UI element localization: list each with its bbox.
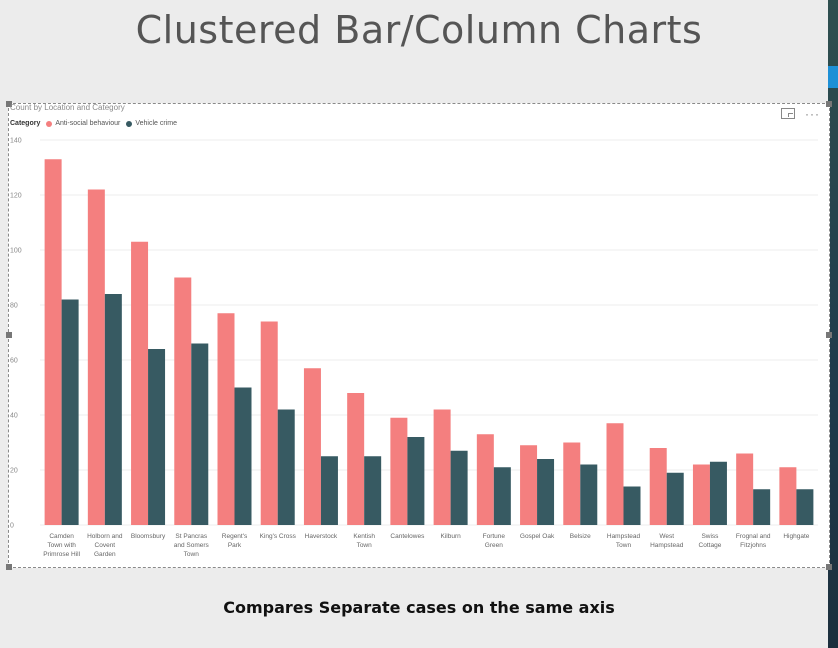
bar-vehicle-crime[interactable] (104, 294, 122, 525)
legend-label: Vehicle crime (135, 120, 177, 127)
bar-anti-social-behaviour[interactable] (347, 393, 365, 525)
bar-vehicle-crime[interactable] (709, 461, 727, 525)
x-tick-label: West Hampstead (650, 533, 684, 549)
x-tick-label: Haverstock (305, 533, 338, 540)
x-tick-label: Highgate (783, 533, 809, 540)
legend-swatch (126, 120, 133, 127)
bar-vehicle-crime[interactable] (407, 437, 425, 525)
bar-vehicle-crime[interactable] (666, 472, 684, 525)
bar-anti-social-behaviour[interactable] (217, 313, 235, 525)
x-tick-label: Fortune Green (483, 533, 506, 549)
bar-anti-social-behaviour[interactable] (303, 368, 321, 525)
bar-anti-social-behaviour[interactable] (87, 189, 105, 526)
bar-vehicle-crime[interactable] (148, 349, 166, 525)
bar-vehicle-crime[interactable] (623, 486, 641, 526)
bar-anti-social-behaviour[interactable] (520, 445, 538, 525)
bar-anti-social-behaviour[interactable] (174, 277, 192, 526)
bar-vehicle-crime[interactable] (796, 489, 814, 525)
y-tick-label: 0 (10, 523, 14, 530)
x-tick-label: Gospel Oak (520, 533, 555, 540)
x-tick-label: Camden Town with Primrose Hill (43, 533, 80, 558)
x-tick-label: Bloomsbury (131, 533, 166, 540)
legend-label: Anti-social behaviour (55, 120, 121, 127)
bar-anti-social-behaviour[interactable] (606, 423, 624, 525)
focus-mode-icon[interactable] (781, 108, 795, 119)
bar-anti-social-behaviour[interactable] (131, 241, 149, 525)
bar-anti-social-behaviour[interactable] (476, 434, 494, 525)
resize-handle[interactable] (826, 564, 832, 570)
x-tick-label: Kilburn (440, 533, 461, 540)
bar-anti-social-behaviour[interactable] (736, 453, 754, 526)
x-tick-label: Hampstead Town (607, 533, 641, 549)
bar-vehicle-crime[interactable] (320, 456, 338, 525)
y-tick-label: 140 (10, 138, 22, 145)
x-tick-label: King's Cross (260, 533, 297, 540)
resize-handle[interactable] (6, 101, 12, 107)
bar-anti-social-behaviour[interactable] (433, 409, 451, 526)
x-tick-label: Frognal and Fitzjohns (736, 533, 771, 549)
bar-vehicle-crime[interactable] (450, 450, 468, 525)
x-tick-label: Cantelowes (390, 533, 425, 540)
legend-title: Category (10, 120, 41, 127)
bar-vehicle-crime[interactable] (753, 489, 771, 525)
x-tick-label: St Pancras and Somers Town (174, 533, 210, 558)
bar-vehicle-crime[interactable] (191, 343, 209, 526)
resize-handle[interactable] (6, 564, 12, 570)
x-tick-label: Belsize (570, 533, 591, 540)
legend-item-1[interactable]: Anti-social behaviour (46, 120, 120, 127)
scroll-knob[interactable] (828, 66, 838, 88)
more-options-icon[interactable]: ··· (805, 106, 820, 121)
bar-anti-social-behaviour[interactable] (390, 417, 408, 525)
window-edge-strip (828, 0, 838, 648)
resize-handle[interactable] (6, 332, 12, 338)
x-tick-label: Kentish Town (353, 533, 375, 549)
bar-anti-social-behaviour[interactable] (44, 159, 62, 525)
bar-anti-social-behaviour[interactable] (563, 442, 581, 526)
bar-vehicle-crime[interactable] (61, 299, 79, 526)
bar-vehicle-crime[interactable] (364, 456, 382, 525)
x-tick-label: Swiss Cottage (699, 533, 722, 549)
bar-vehicle-crime[interactable] (493, 467, 511, 525)
legend-item-2[interactable]: Vehicle crime (126, 120, 177, 127)
resize-handle[interactable] (826, 332, 832, 338)
legend-swatch (46, 120, 53, 127)
y-tick-label: 20 (10, 468, 18, 475)
bar-anti-social-behaviour[interactable] (260, 321, 278, 526)
resize-handle[interactable] (826, 101, 832, 107)
visual-toolbar: ··· (781, 106, 820, 121)
y-tick-label: 40 (10, 413, 18, 420)
x-tick-label: Holborn and Covent Garden (87, 533, 123, 558)
visual-header: Count by Location and Category (10, 103, 125, 112)
bar-anti-social-behaviour[interactable] (779, 467, 797, 525)
bar-vehicle-crime[interactable] (277, 409, 295, 526)
slide-title: Clustered Bar/Column Charts (135, 8, 703, 52)
bar-anti-social-behaviour[interactable] (692, 464, 710, 526)
y-tick-label: 60 (10, 358, 18, 365)
x-tick-label: Regent's Park (222, 533, 248, 549)
bar-vehicle-crime[interactable] (537, 459, 555, 525)
bar-vehicle-crime[interactable] (234, 387, 252, 526)
bar-vehicle-crime[interactable] (580, 464, 598, 526)
bar-anti-social-behaviour[interactable] (649, 448, 667, 525)
y-tick-label: 100 (10, 248, 22, 255)
y-tick-label: 80 (10, 303, 18, 310)
slide-subtitle: Compares Separate cases on the same axis (223, 598, 615, 617)
chart-legend: Category Anti-social behaviour Vehicle c… (10, 120, 177, 127)
y-tick-label: 120 (10, 193, 22, 200)
